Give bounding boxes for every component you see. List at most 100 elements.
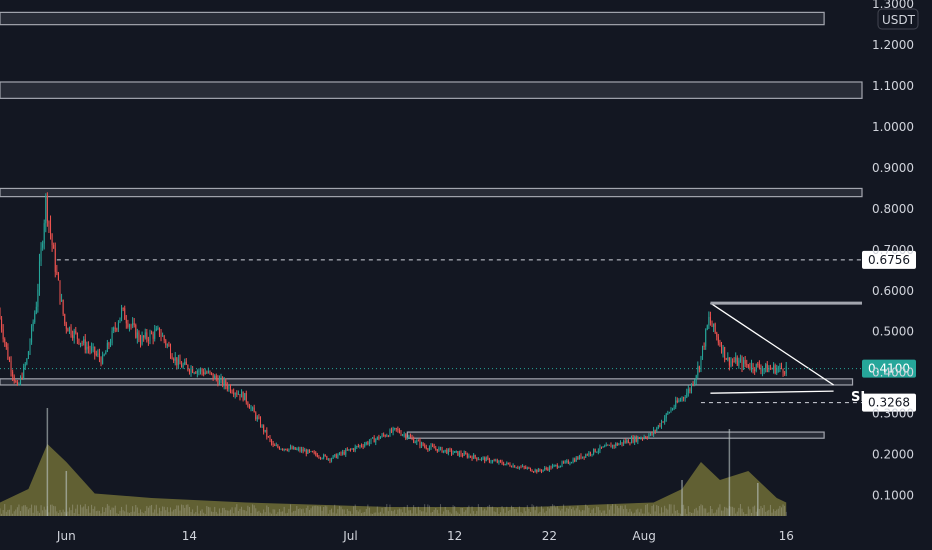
candle-body <box>81 342 83 344</box>
candle-body <box>16 382 18 385</box>
candle-body <box>97 353 99 355</box>
candle-body <box>346 449 348 451</box>
candle-body <box>444 449 446 451</box>
candle-body <box>556 464 558 468</box>
candle-body <box>782 368 784 373</box>
candle-body <box>558 467 560 469</box>
candle-body <box>458 452 460 456</box>
candle-body <box>716 332 718 337</box>
candle-body <box>439 447 441 449</box>
candle-body <box>384 435 386 437</box>
candle-body <box>634 436 636 443</box>
candle-body <box>329 458 331 461</box>
candle-body <box>258 417 260 419</box>
candle-body <box>732 361 734 363</box>
candle-body <box>506 462 508 464</box>
triangle-base-line <box>710 390 834 394</box>
candle-body <box>83 339 85 344</box>
candle-body <box>301 449 303 452</box>
candle-body <box>7 347 9 360</box>
candle-body <box>282 448 284 450</box>
candle-body <box>522 466 524 468</box>
candle-body <box>741 359 743 368</box>
candle-body <box>359 445 361 447</box>
price-level-label: 0.3268 <box>868 396 910 410</box>
candle-body <box>95 354 97 356</box>
candle-body <box>583 456 585 458</box>
candle-body <box>582 456 584 459</box>
candle-body <box>349 449 351 451</box>
candle-body <box>739 359 741 361</box>
candle-body <box>575 457 577 462</box>
candle-body <box>672 408 674 410</box>
candle-body <box>499 460 501 462</box>
triangle-upper-line <box>710 302 834 386</box>
candle-body <box>15 381 17 383</box>
candle-body <box>46 195 48 222</box>
volume-area <box>0 444 787 516</box>
candle-body <box>234 393 236 395</box>
candle-body <box>717 336 719 343</box>
candle-body <box>80 342 82 344</box>
candle-body <box>190 367 192 373</box>
candle-body <box>323 454 325 459</box>
candle-body <box>645 436 647 438</box>
candle-body <box>35 306 37 314</box>
candle-body <box>73 330 75 339</box>
currency-badge <box>877 8 919 30</box>
candle-body <box>503 463 505 466</box>
candle-body <box>114 327 116 329</box>
x-tick-label: 14 <box>182 529 197 543</box>
candle-body <box>432 445 434 447</box>
candle-body <box>2 329 4 339</box>
candle-body <box>54 248 56 272</box>
candle-body <box>138 332 140 341</box>
candle-body <box>173 359 175 361</box>
candle-body <box>261 425 263 427</box>
candle-body <box>435 448 437 450</box>
candle-body <box>20 376 22 384</box>
candle-body <box>94 346 96 355</box>
candle-body <box>200 369 202 371</box>
candle-body <box>624 441 626 443</box>
candle-body <box>57 273 59 281</box>
candle-body <box>678 400 680 403</box>
candle-body <box>580 455 582 459</box>
candle-body <box>38 261 40 290</box>
candle-body <box>318 457 320 459</box>
candle-body <box>206 372 208 374</box>
candle-body <box>321 458 323 460</box>
candle-body <box>392 428 394 433</box>
candle-body <box>42 243 44 248</box>
candle-body <box>103 354 105 356</box>
candle-body <box>457 451 459 456</box>
candle-body <box>713 323 715 327</box>
candle-body <box>523 466 525 468</box>
candle-body <box>578 455 580 460</box>
candle-body <box>12 371 14 377</box>
candle-body <box>64 314 66 324</box>
candle-body <box>372 437 374 439</box>
candle-body <box>31 326 33 343</box>
candle-body <box>24 364 26 367</box>
candle-body <box>599 446 601 451</box>
candle-body <box>362 446 364 448</box>
candle-body <box>56 271 58 274</box>
candle-body <box>201 369 203 372</box>
candle-body <box>181 364 183 368</box>
candle-body <box>785 366 787 374</box>
candle-body <box>747 364 749 368</box>
candle-body <box>182 364 184 368</box>
candle-body <box>215 375 217 379</box>
candle-body <box>176 357 178 366</box>
candle-body <box>490 461 492 463</box>
candle-body <box>498 460 500 463</box>
candle-body <box>714 323 716 333</box>
candle-body <box>133 323 135 325</box>
candle-body <box>299 448 301 452</box>
candle-body <box>451 449 453 454</box>
candle-body <box>154 330 156 339</box>
candle-body <box>218 379 220 385</box>
candle-body <box>402 434 404 436</box>
